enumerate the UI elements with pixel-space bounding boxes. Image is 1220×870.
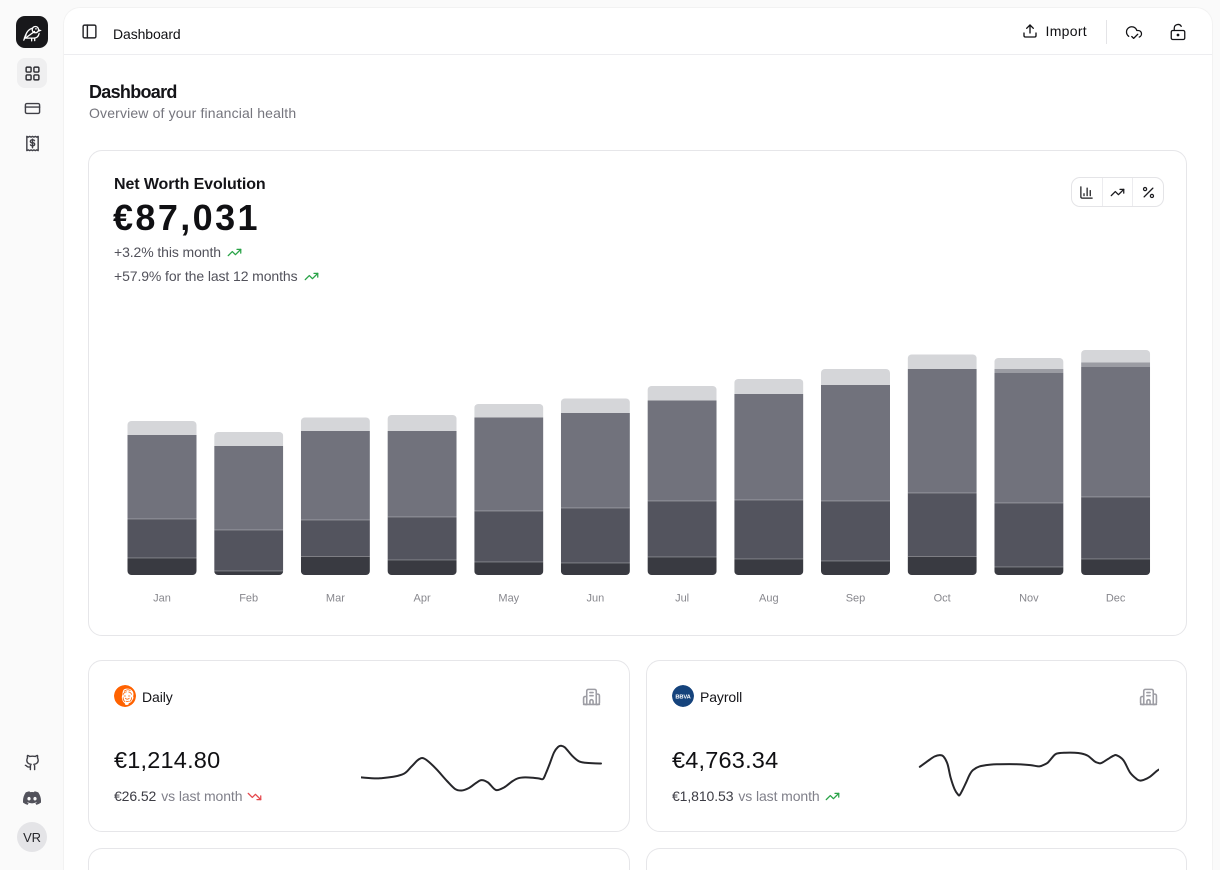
svg-text:Mar: Mar	[326, 593, 345, 605]
svg-text:Feb: Feb	[239, 593, 258, 605]
svg-text:May: May	[498, 593, 519, 605]
svg-text:Dec: Dec	[1106, 593, 1126, 605]
svg-text:Sep: Sep	[846, 593, 866, 605]
svg-text:Nov: Nov	[1019, 593, 1039, 605]
svg-text:Oct: Oct	[934, 593, 951, 605]
svg-text:Jan: Jan	[153, 593, 171, 605]
svg-text:Jun: Jun	[587, 593, 605, 605]
svg-text:Jul: Jul	[675, 593, 689, 605]
svg-text:BBVA: BBVA	[675, 694, 691, 700]
svg-text:Aug: Aug	[759, 593, 779, 605]
svg-text:Apr: Apr	[414, 593, 431, 605]
